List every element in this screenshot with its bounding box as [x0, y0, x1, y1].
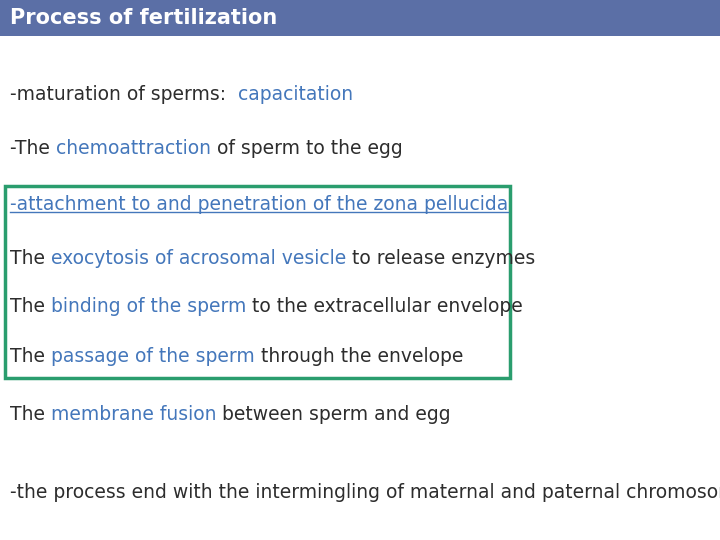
Text: -the process end with the intermingling of maternal and paternal chromosomes: -the process end with the intermingling …: [10, 483, 720, 503]
Bar: [5, 186, 510, 378]
Text: membrane fusion: membrane fusion: [51, 406, 217, 424]
Text: The: The: [10, 406, 51, 424]
Text: Process of fertilization: Process of fertilization: [10, 8, 277, 28]
Text: between sperm and egg: between sperm and egg: [217, 406, 451, 424]
Text: The: The: [10, 298, 51, 316]
Text: chemoattraction: chemoattraction: [56, 138, 211, 158]
Bar: [0, 0, 720, 36]
Text: exocytosis of acrosomal vesicle: exocytosis of acrosomal vesicle: [51, 248, 346, 267]
Text: binding of the sperm: binding of the sperm: [51, 298, 246, 316]
Text: through the envelope: through the envelope: [255, 347, 463, 366]
Text: -maturation of sperms:: -maturation of sperms:: [10, 85, 238, 105]
Text: The: The: [10, 248, 51, 267]
Text: The: The: [10, 347, 51, 366]
Text: to release enzymes: to release enzymes: [346, 248, 536, 267]
Text: to the extracellular envelope: to the extracellular envelope: [246, 298, 523, 316]
Text: capacitation: capacitation: [238, 85, 354, 105]
Text: passage of the sperm: passage of the sperm: [51, 347, 255, 366]
Text: -attachment to and penetration of the zona pellucida: -attachment to and penetration of the zo…: [10, 195, 508, 214]
Text: of sperm to the egg: of sperm to the egg: [211, 138, 402, 158]
Text: -The: -The: [10, 138, 56, 158]
